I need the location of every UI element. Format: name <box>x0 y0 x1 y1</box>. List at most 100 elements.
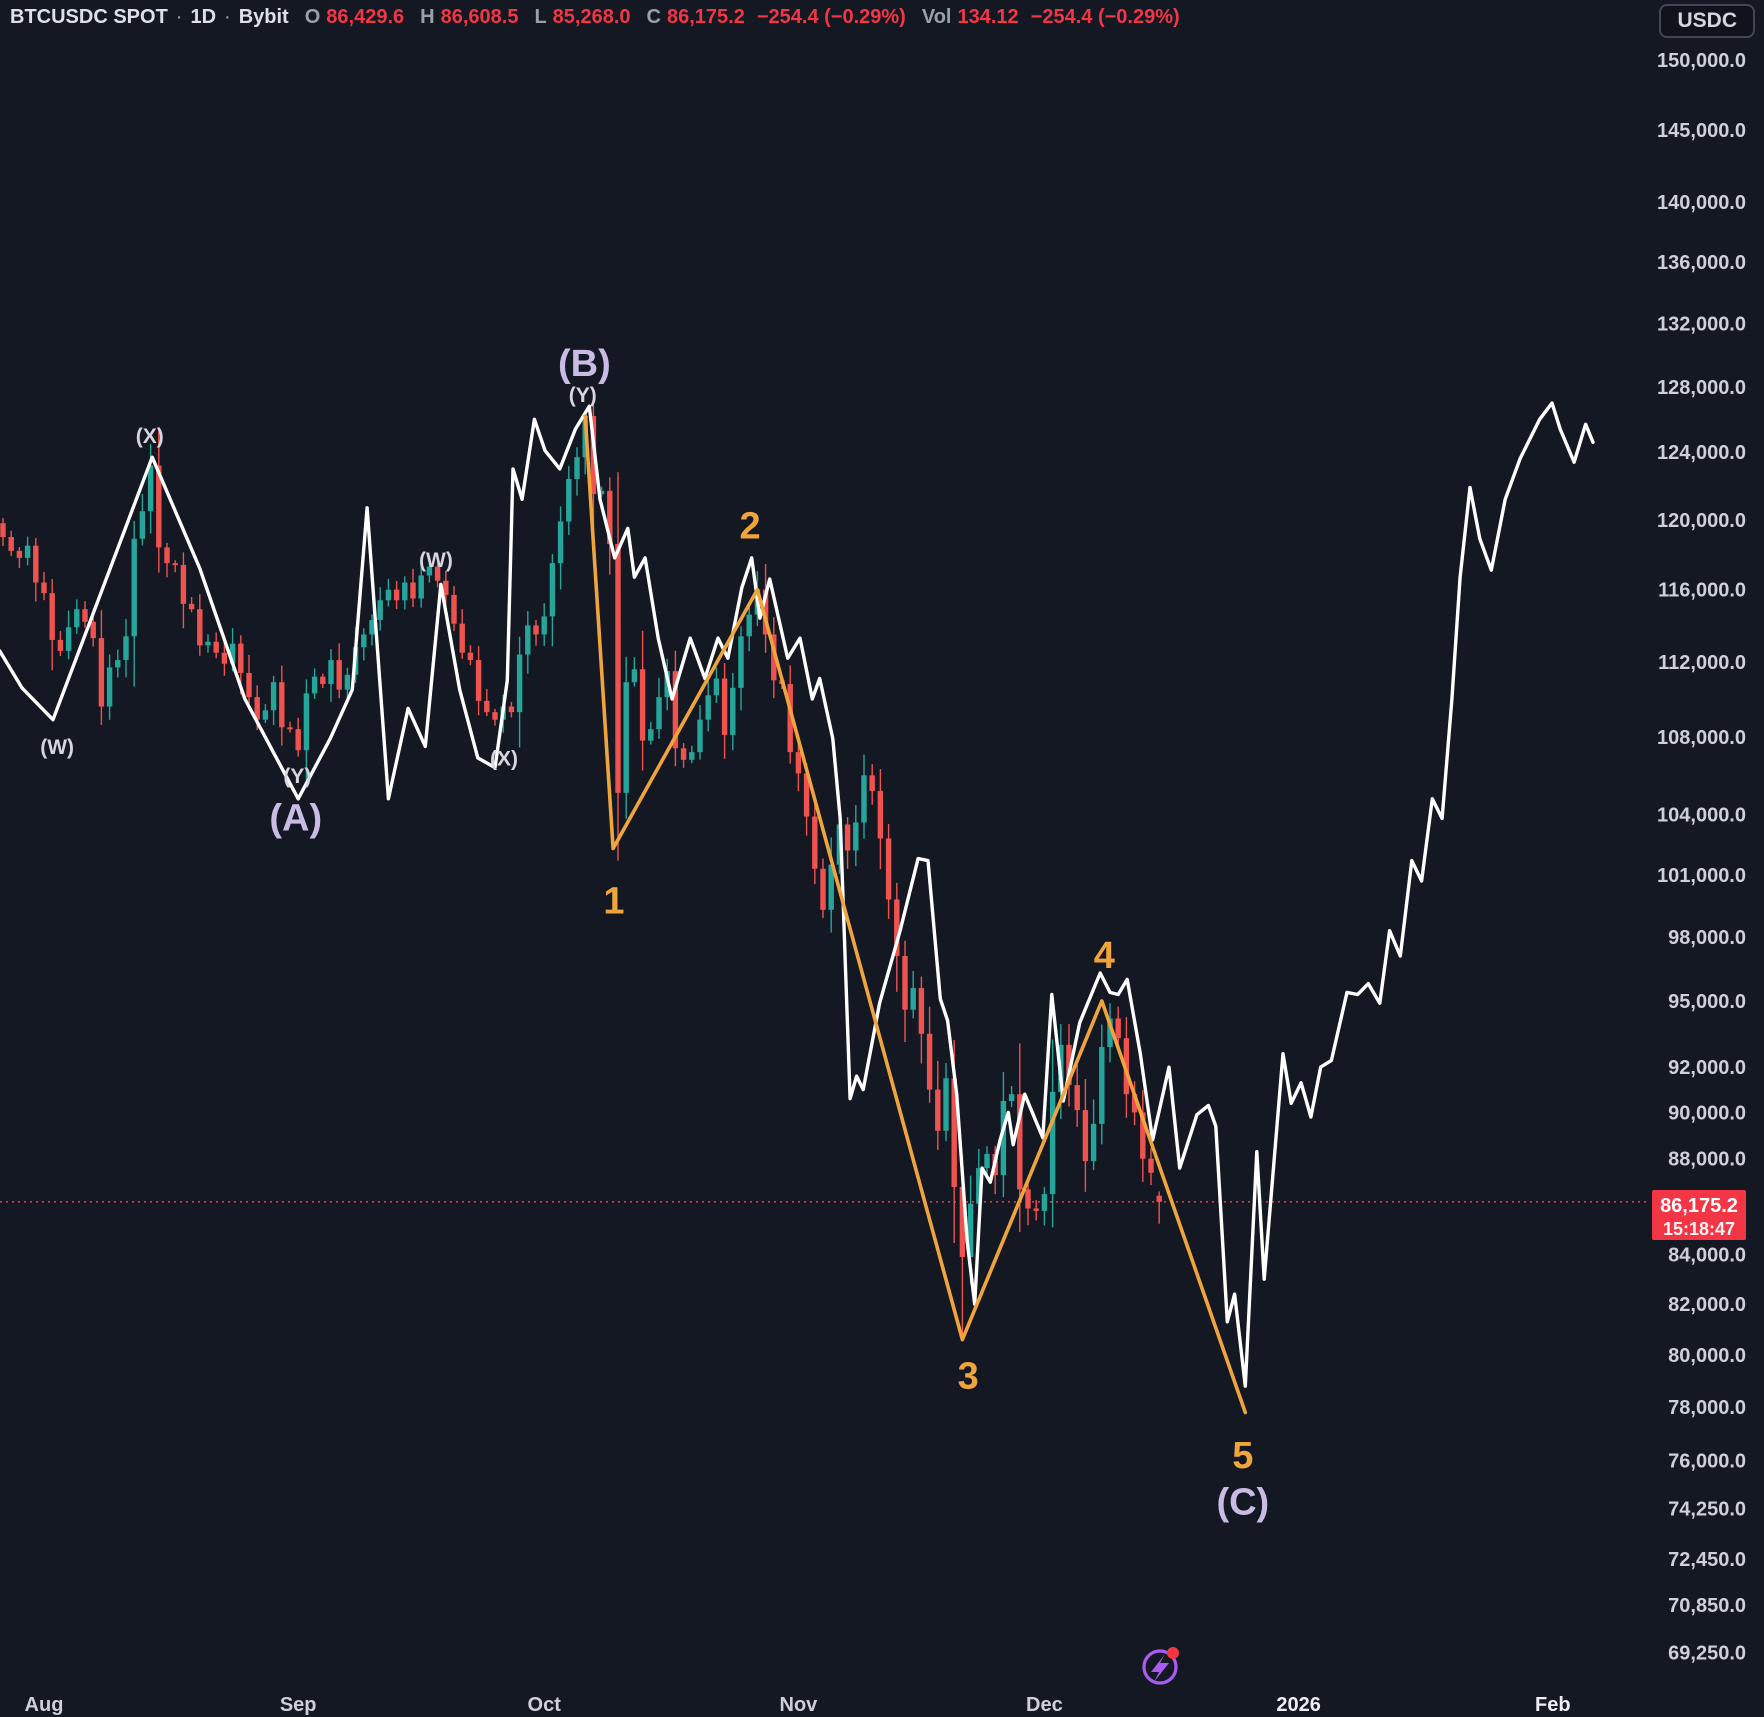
open-value: 86,429.6 <box>326 6 405 28</box>
time-tick-label[interactable]: Oct <box>528 1694 562 1716</box>
price-tick-label[interactable]: 108,000.0 <box>1657 727 1746 749</box>
price-tick-label[interactable]: 74,250.0 <box>1668 1499 1746 1521</box>
price-tick-label[interactable]: 132,000.0 <box>1657 313 1746 335</box>
candle-body <box>213 641 219 653</box>
candle-body <box>1041 1194 1048 1211</box>
candle-body <box>1033 1208 1039 1211</box>
time-tick-label[interactable]: Aug <box>25 1694 64 1716</box>
candle-body <box>238 643 244 673</box>
pivot-label-W: (W) <box>419 549 453 572</box>
time-tick-label[interactable]: Sep <box>280 1694 317 1716</box>
candle-body <box>311 676 318 694</box>
candle-body <box>721 678 728 735</box>
price-tick-label[interactable]: 150,000.0 <box>1657 50 1746 72</box>
time-tick-label[interactable]: 2026 <box>1276 1694 1321 1716</box>
candle-body <box>229 643 236 664</box>
candle-body <box>836 824 843 865</box>
projection-path-line[interactable] <box>0 401 1595 1388</box>
candle-body <box>943 1078 949 1131</box>
candle-body <box>795 752 802 774</box>
candle-body <box>951 1078 957 1187</box>
candle-body <box>98 638 105 707</box>
price-tick-label[interactable]: 95,000.0 <box>1668 991 1746 1013</box>
candle-body <box>484 700 490 713</box>
candle-body <box>270 682 277 711</box>
candle-body <box>516 654 523 713</box>
candle-body <box>246 672 252 698</box>
candle-body <box>451 594 457 624</box>
candle-body <box>369 620 375 635</box>
price-tick-label[interactable]: 76,000.0 <box>1668 1451 1746 1473</box>
wave-label-1: 1 <box>603 881 624 923</box>
price-tick-label[interactable]: 72,450.0 <box>1668 1549 1746 1571</box>
price-tick-label[interactable]: 112,000.0 <box>1658 652 1746 674</box>
time-tick-label[interactable]: Dec <box>1026 1694 1063 1716</box>
candle-body <box>320 676 326 685</box>
wave-label-C: (C) <box>1216 1482 1269 1524</box>
price-tick-label[interactable]: 145,000.0 <box>1657 120 1746 142</box>
candle-body <box>90 621 96 639</box>
candle-body <box>672 671 679 749</box>
low-label: L <box>534 6 547 28</box>
pivot-label-Y: (Y) <box>283 765 311 788</box>
candle-body <box>82 609 88 622</box>
candle-body <box>894 899 900 956</box>
price-tick-label[interactable]: 78,000.0 <box>1668 1397 1746 1419</box>
candle-body <box>475 660 482 701</box>
time-tick-label[interactable]: Nov <box>780 1694 819 1716</box>
lightning-indicator-icon[interactable] <box>1142 1647 1179 1685</box>
price-tick-label[interactable]: 84,000.0 <box>1668 1245 1746 1267</box>
candle-body <box>16 550 23 558</box>
candle-body <box>1140 1112 1146 1159</box>
bar-close-countdown: 15:18:47 <box>1662 1219 1736 1239</box>
price-tick-label[interactable]: 140,000.0 <box>1657 192 1746 214</box>
candle-body <box>877 790 884 839</box>
candle-body <box>869 775 875 791</box>
price-tick-label[interactable]: 80,000.0 <box>1668 1345 1746 1367</box>
candle-body <box>459 623 465 653</box>
price-tick-label[interactable]: 101,000.0 <box>1657 865 1746 887</box>
candle-body <box>1082 1110 1089 1162</box>
close-value: 86,175.2 <box>666 6 745 28</box>
pivot-label-W: (W) <box>40 736 74 759</box>
candle-body <box>393 589 400 601</box>
price-tick-label[interactable]: 70,850.0 <box>1668 1595 1746 1617</box>
price-tick-label[interactable]: 82,000.0 <box>1668 1294 1746 1316</box>
elliott-wave-line[interactable] <box>583 414 1248 1415</box>
candle-body <box>656 697 662 730</box>
candle-body <box>1090 1123 1097 1162</box>
price-tick-label[interactable]: 116,000.0 <box>1658 580 1746 602</box>
candle-body <box>557 521 564 564</box>
price-tick-label[interactable]: 88,000.0 <box>1668 1149 1746 1171</box>
currency-toggle-button[interactable]: USDC <box>1659 4 1755 38</box>
price-tick-label[interactable]: 120,000.0 <box>1657 510 1746 532</box>
candle-body <box>918 988 925 1034</box>
candle-body <box>566 478 572 522</box>
symbol-legend[interactable]: BTCUSDC SPOT · 1D · Bybit O 86,429.6 H 86,… <box>10 6 1180 29</box>
candle-body <box>1074 1085 1080 1111</box>
price-tick-label[interactable]: 124,000.0 <box>1657 442 1746 464</box>
timeframe[interactable]: 1D <box>190 6 217 28</box>
candles-layer <box>0 397 1162 1341</box>
time-tick-label[interactable]: Feb <box>1535 1694 1571 1716</box>
candle-body <box>885 838 892 900</box>
candle-body <box>8 537 14 551</box>
candle-body <box>106 667 113 707</box>
candle-body <box>861 775 867 823</box>
candle-body <box>188 603 195 610</box>
price-tick-label[interactable]: 98,000.0 <box>1668 927 1746 949</box>
candle-body <box>984 1154 990 1169</box>
symbol-name[interactable]: BTCUSDC SPOT <box>10 6 168 28</box>
price-tick-label[interactable]: 69,250.0 <box>1668 1642 1746 1664</box>
candle-body <box>123 636 129 661</box>
candle-body <box>418 575 424 599</box>
candle-body <box>156 465 162 548</box>
candle-body <box>41 582 47 594</box>
price-tick-label[interactable]: 136,000.0 <box>1657 252 1746 274</box>
price-tick-label[interactable]: 90,000.0 <box>1668 1102 1746 1124</box>
candle-body <box>443 580 449 595</box>
price-tick-label[interactable]: 104,000.0 <box>1657 805 1746 827</box>
price-tick-label[interactable]: 92,000.0 <box>1668 1057 1746 1079</box>
price-tick-label[interactable]: 128,000.0 <box>1657 377 1746 399</box>
